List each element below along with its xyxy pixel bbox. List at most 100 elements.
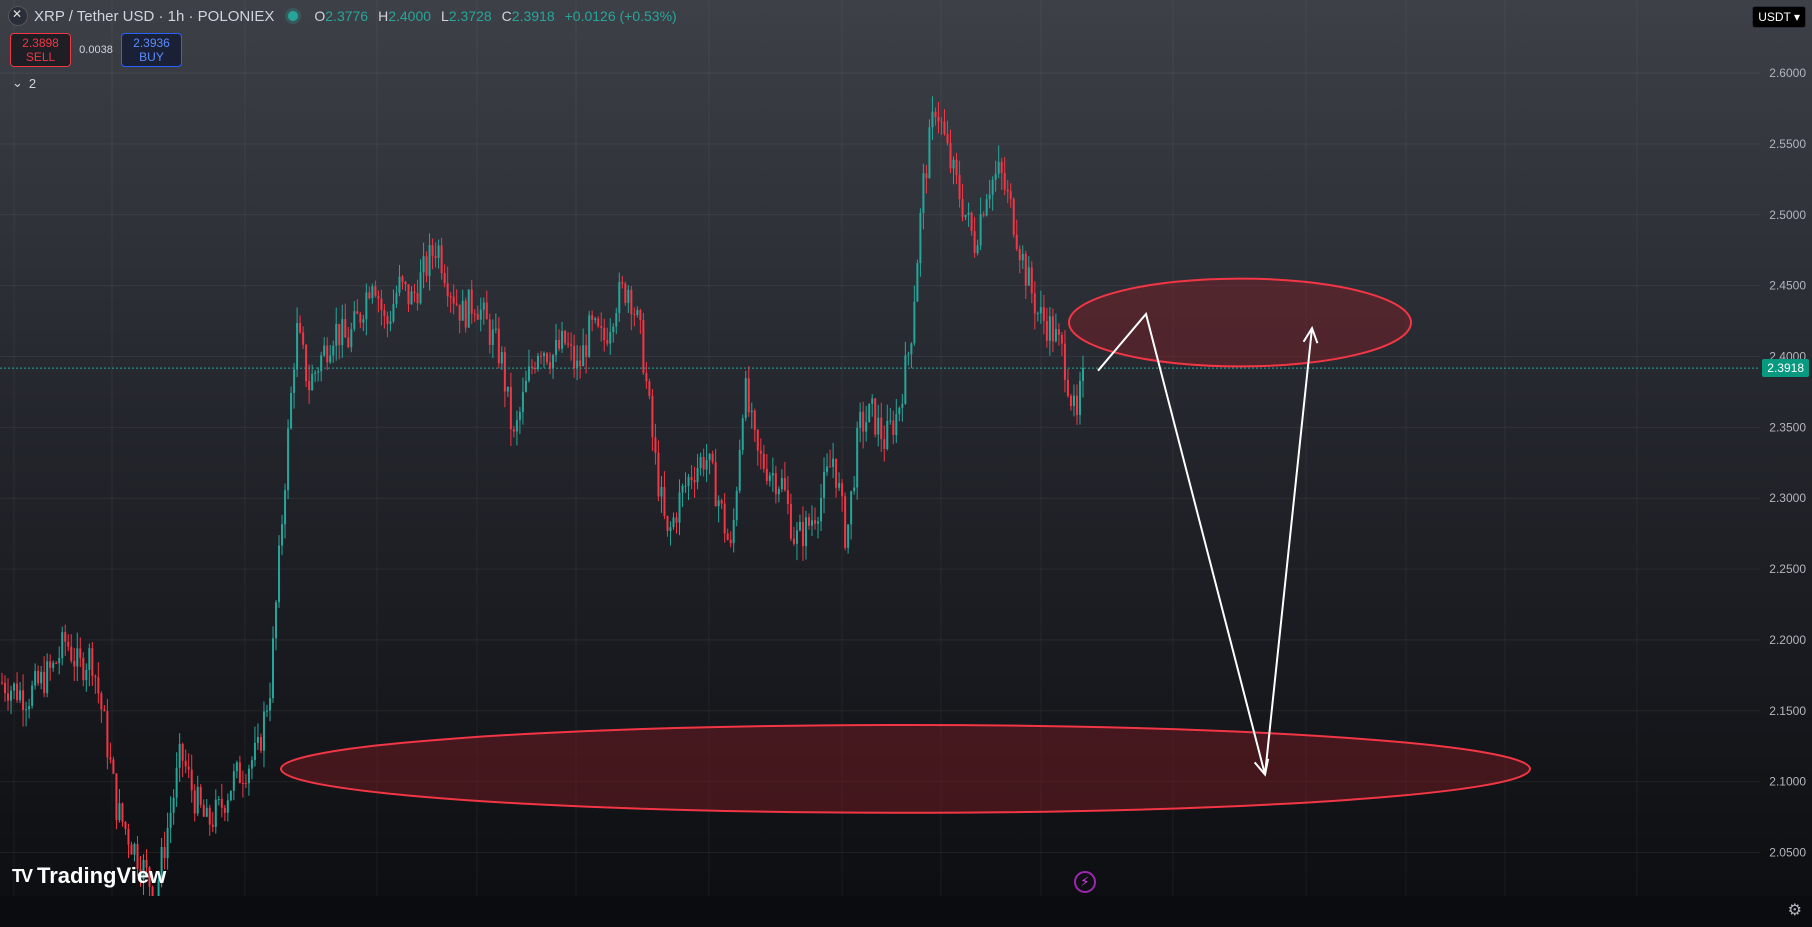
candle-body xyxy=(795,530,798,544)
candle-body xyxy=(506,386,509,392)
candle-body xyxy=(612,326,615,333)
indicators-toggle[interactable]: ⌄ 2 xyxy=(12,75,36,91)
candle-body xyxy=(958,174,961,199)
sell-button[interactable]: 2.3898 SELL xyxy=(10,33,71,67)
candle-body xyxy=(1082,368,1084,381)
candle-body xyxy=(1045,320,1048,341)
candle-body xyxy=(675,517,678,523)
candle-body xyxy=(931,111,934,128)
candle-body xyxy=(777,489,780,495)
candle-body xyxy=(669,527,672,531)
candle-body xyxy=(250,760,253,769)
candle-body xyxy=(127,828,130,845)
candle-body xyxy=(774,473,777,495)
candle-body xyxy=(1009,191,1012,200)
symbol-title[interactable]: XRP / Tether USD · 1h · POLONIEX xyxy=(34,7,275,25)
candle-body xyxy=(97,677,100,694)
candle-body xyxy=(296,322,299,370)
candle-body xyxy=(693,480,696,483)
candle-body xyxy=(567,343,570,345)
candle-body xyxy=(25,709,28,711)
gear-icon[interactable]: ⚙ xyxy=(1787,902,1802,919)
sell-price: 2.3898 xyxy=(22,36,59,50)
candle-body xyxy=(28,705,31,710)
buy-button[interactable]: 2.3936 BUY xyxy=(121,33,182,67)
candle-body xyxy=(940,121,943,123)
candle-body xyxy=(801,521,804,547)
candle-body xyxy=(684,485,687,487)
tradingview-logo[interactable]: TV TradingView xyxy=(12,863,166,889)
upper-zone[interactable] xyxy=(1068,277,1412,368)
candle-body xyxy=(738,450,741,491)
candle-body xyxy=(440,245,443,274)
candle-body xyxy=(196,786,199,814)
candle-body xyxy=(278,545,281,603)
candle-body xyxy=(190,769,193,791)
candle-body xyxy=(163,846,166,859)
candle-body xyxy=(979,214,982,246)
candle-body xyxy=(759,450,762,454)
zones[interactable] xyxy=(280,277,1531,814)
candle-body xyxy=(750,410,753,413)
candle-body xyxy=(299,322,302,333)
projection-arrows[interactable] xyxy=(1097,311,1319,777)
candle-body xyxy=(823,471,826,499)
candle-body xyxy=(573,345,576,368)
candle-body xyxy=(922,173,925,213)
candle-body xyxy=(4,682,7,694)
candle-body xyxy=(1012,199,1015,235)
spread-value: 0.0038 xyxy=(79,44,113,56)
candle-body xyxy=(817,521,820,524)
candle-body xyxy=(205,807,208,817)
candle-body xyxy=(835,458,838,488)
candle-body xyxy=(991,179,994,195)
lower-zone[interactable] xyxy=(280,723,1531,814)
candle-body xyxy=(115,773,118,821)
candle-body xyxy=(898,407,901,415)
candle-body xyxy=(606,340,609,344)
y-tick-label: 2.2500 xyxy=(1769,562,1806,576)
candle-body xyxy=(476,313,479,320)
candle-body xyxy=(308,381,311,391)
candle-body xyxy=(564,330,567,344)
projection-path[interactable] xyxy=(1097,311,1313,775)
candle-body xyxy=(1030,267,1033,294)
y-tick-label: 2.6000 xyxy=(1769,66,1806,80)
ohlc-low: L2.3728 xyxy=(441,8,492,24)
candle-body xyxy=(142,859,145,880)
tradingview-icon: TV xyxy=(12,865,33,886)
candle-body xyxy=(705,460,708,470)
candle-body xyxy=(428,245,431,276)
ohlc-close: C2.3918 xyxy=(501,8,555,24)
candle-body xyxy=(910,343,913,355)
candle-body xyxy=(109,757,112,760)
candle-body xyxy=(16,683,19,701)
candle-body xyxy=(443,273,446,284)
candle-body xyxy=(789,504,792,539)
candle-body xyxy=(13,683,16,691)
candle-body xyxy=(332,345,335,356)
candle-body xyxy=(416,292,419,304)
candle-body xyxy=(552,355,555,369)
candle-body xyxy=(579,360,582,367)
candle-body xyxy=(853,487,856,492)
candle-body xyxy=(85,669,88,681)
candle-body xyxy=(762,453,765,469)
candle-body xyxy=(690,476,693,481)
candle-body xyxy=(253,742,256,761)
candle-body xyxy=(997,161,1000,174)
candle-body xyxy=(943,121,946,134)
price-axis[interactable]: 2.60002.55002.50002.45002.40002.35002.30… xyxy=(1769,66,1806,859)
currency-selector[interactable]: USDT ▾ xyxy=(1752,6,1806,28)
y-tick-label: 2.2000 xyxy=(1769,633,1806,647)
candle-body xyxy=(175,767,178,798)
candle-body xyxy=(970,212,973,232)
candle-body xyxy=(10,690,13,701)
candle-body xyxy=(588,315,591,357)
symbol-legend[interactable]: XRP / Tether USD · 1h · POLONIEX O2.3776… xyxy=(8,6,681,26)
candle-body xyxy=(374,286,377,296)
candle-body xyxy=(687,476,690,486)
candle-body xyxy=(458,304,461,321)
flash-icon[interactable]: ⚡ xyxy=(1074,871,1096,893)
